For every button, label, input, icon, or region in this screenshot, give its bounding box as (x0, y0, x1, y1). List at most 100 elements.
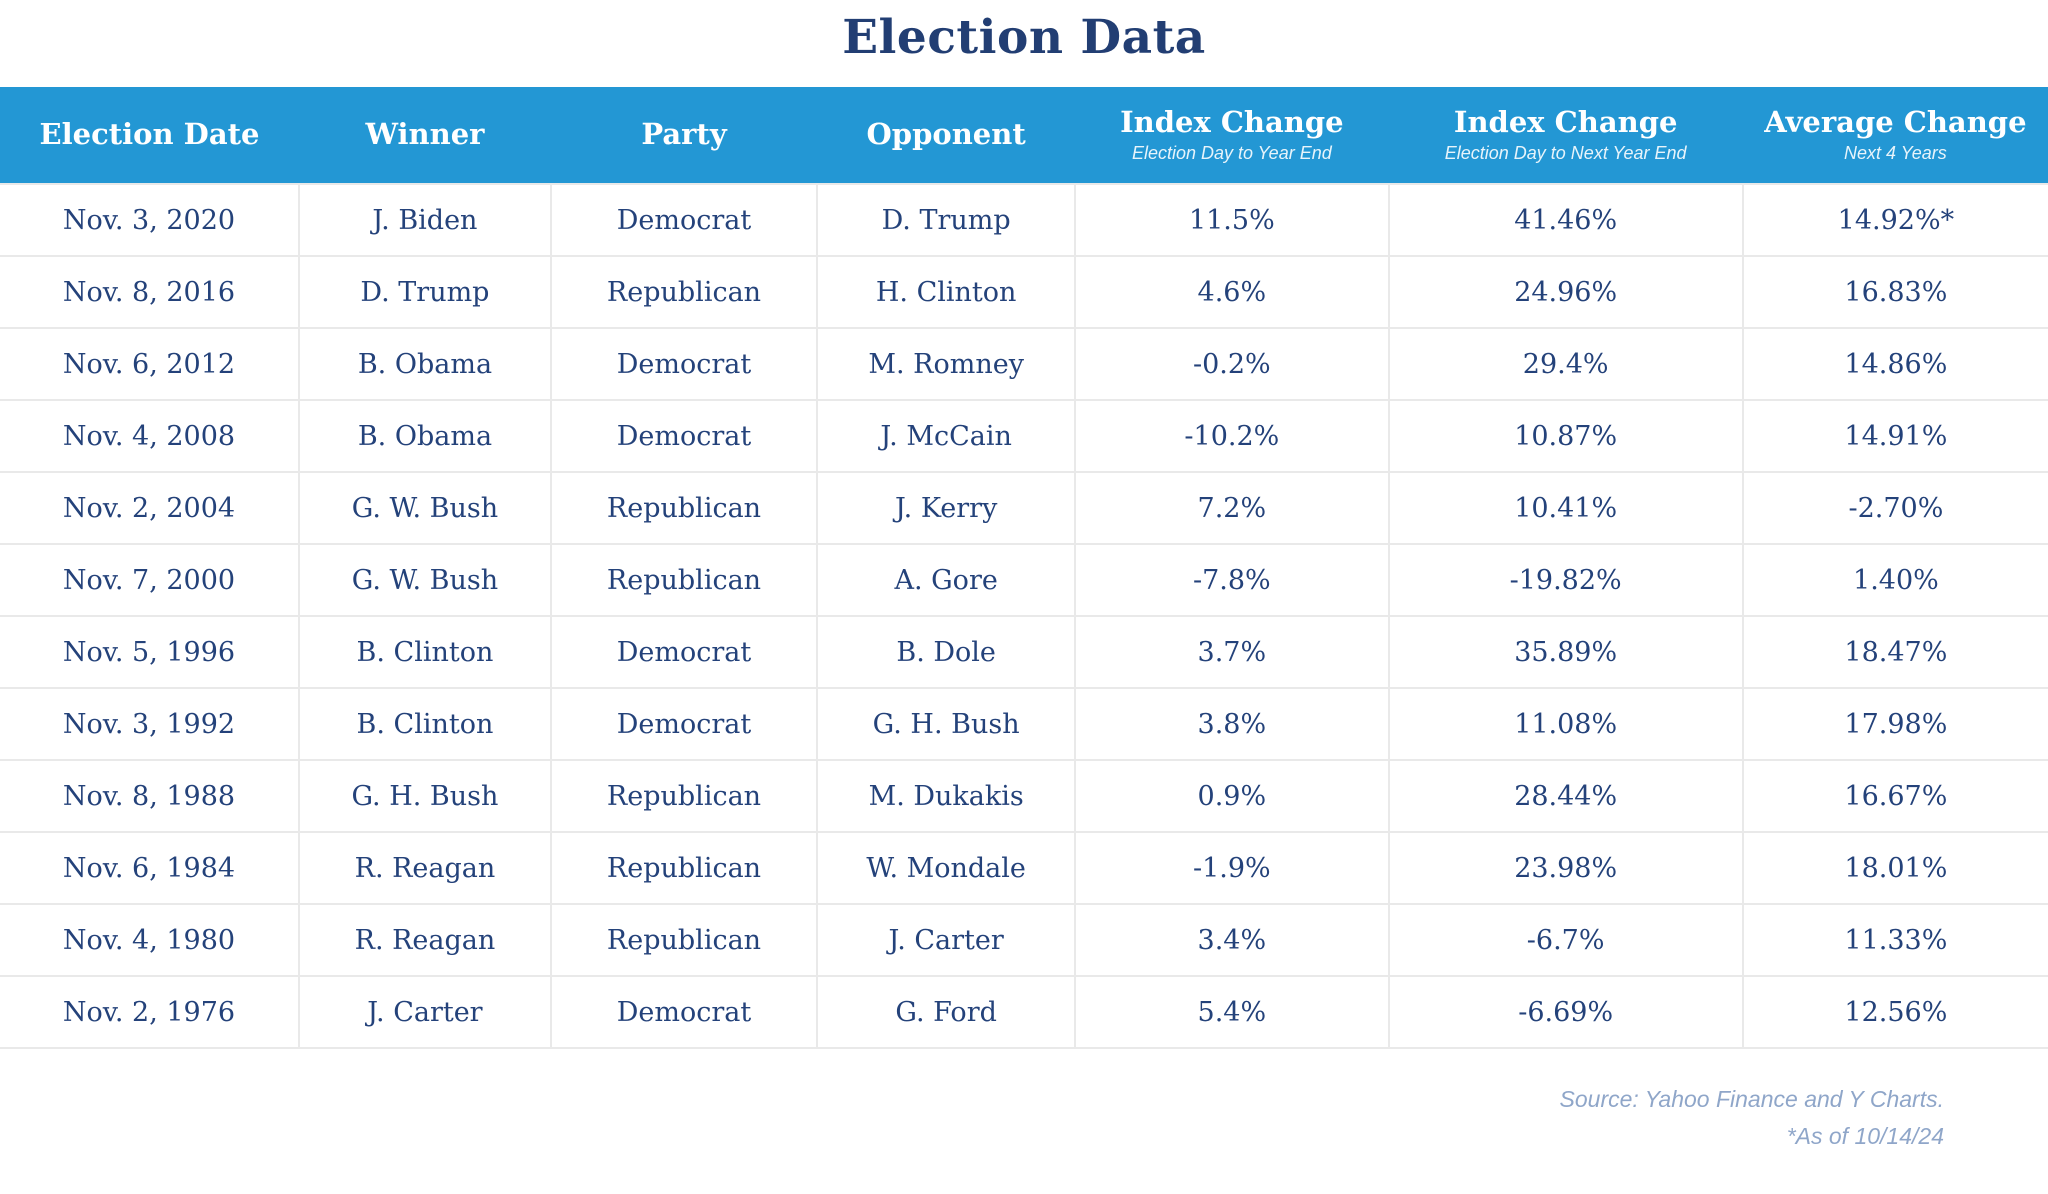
cell-r3-c0: Nov. 4, 2008 (0, 399, 300, 473)
cell-r11-c3: G. Ford (816, 975, 1077, 1049)
footer-note: Source: Yahoo Finance and Y Charts. *As … (0, 1081, 2048, 1155)
cell-r11-c4: 5.4% (1074, 975, 1390, 1049)
cell-r6-c5: 35.89% (1387, 615, 1744, 689)
cell-r8-c3: M. Dukakis (816, 759, 1077, 833)
table-header: Election Date Winner Party Opponent Index Ch… (0, 87, 2048, 184)
cell-r1-c5: 24.96% (1387, 255, 1744, 329)
cell-r9-c5: 23.98% (1387, 831, 1744, 905)
cell-r2-c4: -0.2% (1074, 327, 1390, 401)
cell-r6-c3: B. Dole (816, 615, 1077, 689)
cell-r10-c5: -6.7% (1387, 903, 1744, 977)
column-header-0: Election Date (0, 87, 299, 184)
cell-r4-c2: Republican (549, 471, 819, 545)
table-row: Nov. 8, 2016 D. Trump Republican H. Clinton… (0, 255, 2048, 329)
cell-r4-c1: G. W. Bush (298, 471, 552, 545)
cell-r8-c1: G. H. Bush (298, 759, 552, 833)
cell-r0-c4: 11.5% (1074, 183, 1390, 257)
cell-r6-c2: Democrat (549, 615, 819, 689)
cell-r11-c1: J. Carter (298, 975, 552, 1049)
cell-r11-c6: 12.56% (1741, 975, 2048, 1049)
cell-r4-c5: 10.41% (1387, 471, 1744, 545)
cell-r6-c1: B. Clinton (298, 615, 552, 689)
cell-r1-c3: H. Clinton (816, 255, 1077, 329)
cell-r9-c3: W. Mondale (816, 831, 1077, 905)
cell-r0-c0: Nov. 3, 2020 (0, 183, 300, 257)
cell-r2-c5: 29.4% (1387, 327, 1744, 401)
table-row: Nov. 7, 2000 G. W. Bush Republican A. Gore -… (0, 543, 2048, 617)
column-header-5: Index Change Election Day to Next Year En… (1388, 87, 1743, 184)
cell-r9-c6: 18.01% (1741, 831, 2048, 905)
cell-r0-c5: 41.46% (1387, 183, 1744, 257)
cell-r5-c4: -7.8% (1074, 543, 1390, 617)
column-header-3: Opponent (817, 87, 1076, 184)
cell-r10-c4: 3.4% (1074, 903, 1390, 977)
cell-r11-c5: -6.69% (1387, 975, 1744, 1049)
cell-r5-c3: A. Gore (816, 543, 1077, 617)
cell-r6-c4: 3.7% (1074, 615, 1390, 689)
cell-r11-c0: Nov. 2, 1976 (0, 975, 300, 1049)
cell-r8-c5: 28.44% (1387, 759, 1744, 833)
column-header-label: Average Change (1764, 104, 2027, 139)
table-row: Nov. 4, 1980 R. Reagan Republican J. Carter… (0, 903, 2048, 977)
cell-r10-c1: R. Reagan (298, 903, 552, 977)
cell-r7-c3: G. H. Bush (816, 687, 1077, 761)
cell-r2-c6: 14.86% (1741, 327, 2048, 401)
column-header-2: Party (550, 87, 818, 184)
cell-r4-c3: J. Kerry (816, 471, 1077, 545)
election-data-table: Election Date Winner Party Opponent Index Ch… (0, 87, 2048, 1049)
cell-r5-c6: 1.40% (1741, 543, 2048, 617)
cell-r3-c6: 14.91% (1741, 399, 2048, 473)
cell-r7-c6: 17.98% (1741, 687, 2048, 761)
table-row: Nov. 8, 1988 G. H. Bush Republican M. Dukak… (0, 759, 2048, 833)
cell-r8-c2: Republican (549, 759, 819, 833)
cell-r0-c1: J. Biden (298, 183, 552, 257)
cell-r3-c1: B. Obama (298, 399, 552, 473)
cell-r4-c4: 7.2% (1074, 471, 1390, 545)
cell-r6-c6: 18.47% (1741, 615, 2048, 689)
table-row: Nov. 3, 1992 B. Clinton Democrat G. H. Bush… (0, 687, 2048, 761)
cell-r5-c2: Republican (549, 543, 819, 617)
table-row: Nov. 2, 1976 J. Carter Democrat G. Ford 5.4%… (0, 975, 2048, 1049)
column-header-1: Winner (299, 87, 551, 184)
cell-r7-c5: 11.08% (1387, 687, 1744, 761)
cell-r4-c0: Nov. 2, 2004 (0, 471, 300, 545)
page-title: Election Data (842, 10, 1206, 65)
cell-r3-c3: J. McCain (816, 399, 1077, 473)
cell-r0-c6: 14.92%* (1741, 183, 2048, 257)
asof-note: *As of 10/14/24 (1786, 1123, 1944, 1149)
cell-r6-c0: Nov. 5, 1996 (0, 615, 300, 689)
cell-r5-c1: G. W. Bush (298, 543, 552, 617)
table-body: Nov. 3, 2020 J. Biden Democrat D. Trump 11.5… (0, 183, 2048, 1049)
cell-r5-c0: Nov. 7, 2000 (0, 543, 300, 617)
cell-r3-c5: 10.87% (1387, 399, 1744, 473)
cell-r9-c0: Nov. 6, 1984 (0, 831, 300, 905)
cell-r8-c4: 0.9% (1074, 759, 1390, 833)
cell-r2-c0: Nov. 6, 2012 (0, 327, 300, 401)
table-row: Nov. 4, 2008 B. Obama Democrat J. McCain -10… (0, 399, 2048, 473)
cell-r8-c6: 16.67% (1741, 759, 2048, 833)
cell-r7-c4: 3.8% (1074, 687, 1390, 761)
cell-r1-c4: 4.6% (1074, 255, 1390, 329)
cell-r7-c0: Nov. 3, 1992 (0, 687, 300, 761)
cell-r1-c0: Nov. 8, 2016 (0, 255, 300, 329)
cell-r0-c3: D. Trump (816, 183, 1077, 257)
cell-r2-c1: B. Obama (298, 327, 552, 401)
column-header-label: Winner (365, 117, 485, 152)
table-row: Nov. 5, 1996 B. Clinton Democrat B. Dole 3.7… (0, 615, 2048, 689)
cell-r9-c2: Republican (549, 831, 819, 905)
table-row: Nov. 2, 2004 G. W. Bush Republican J. Kerry… (0, 471, 2048, 545)
cell-r11-c2: Democrat (549, 975, 819, 1049)
source-note: Source: Yahoo Finance and Y Charts. (1559, 1086, 1944, 1112)
cell-r2-c2: Democrat (549, 327, 819, 401)
cell-r10-c0: Nov. 4, 1980 (0, 903, 300, 977)
column-header-label: Index Change (1120, 104, 1344, 139)
table-row: Nov. 6, 2012 B. Obama Democrat M. Romney -0.… (0, 327, 2048, 401)
cell-r0-c2: Democrat (549, 183, 819, 257)
cell-r1-c6: 16.83% (1741, 255, 2048, 329)
cell-r5-c5: -19.82% (1387, 543, 1744, 617)
table-row: Nov. 6, 1984 R. Reagan Republican W. Mondal… (0, 831, 2048, 905)
cell-r9-c1: R. Reagan (298, 831, 552, 905)
column-header-subtitle: Next 4 Years (1844, 143, 1947, 164)
column-header-label: Index Change (1453, 104, 1678, 139)
